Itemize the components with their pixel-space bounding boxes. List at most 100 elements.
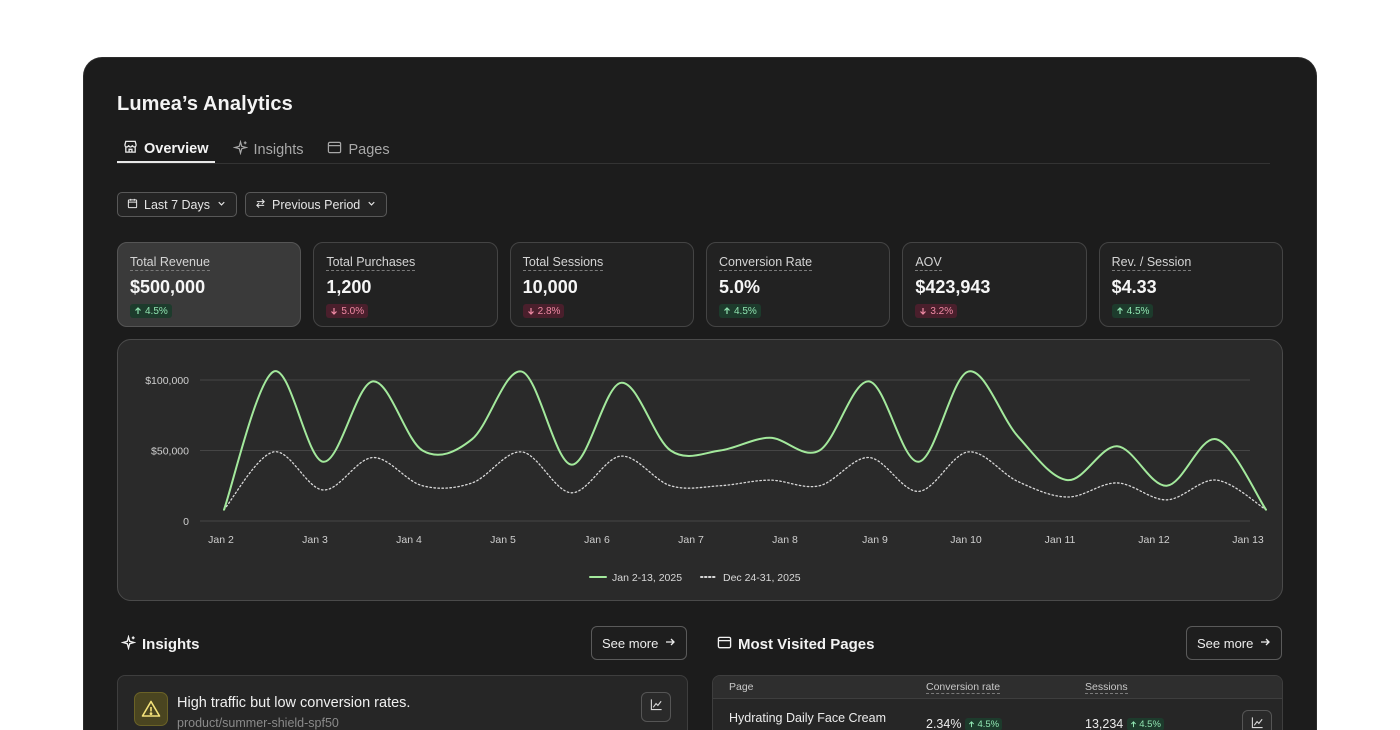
see-more-label: See more <box>1197 635 1254 651</box>
change-badge-value: 4.5% <box>145 305 168 317</box>
x-tick-label: Jan 7 <box>678 534 704 546</box>
column-header-conversion-rate: Conversion rate <box>926 681 1001 694</box>
kpi-label: Total Sessions <box>522 255 604 271</box>
tab-bar: Overview Insights Pages <box>117 136 1270 164</box>
conversion-rate-cell: 2.34% 4.5% <box>926 717 1003 730</box>
date-range-label: Last 7 Days <box>144 197 211 212</box>
arrow-down-icon <box>330 307 338 315</box>
change-badge-value: 5.0% <box>341 305 365 317</box>
change-badge-value: 3.2% <box>930 305 954 317</box>
pages-see-more-button[interactable]: See more <box>1186 626 1283 660</box>
tab-overview[interactable]: Overview <box>117 136 215 163</box>
legend-label: Jan 2-13, 2025 <box>612 572 682 584</box>
tab-pages[interactable]: Pages <box>321 136 395 163</box>
x-tick-label: Jan 12 <box>1138 534 1170 546</box>
kpi-label: Total Purchases <box>326 255 416 271</box>
column-header-sessions: Sessions <box>1085 681 1128 694</box>
kpi-row: Total Revenue $500,000 4.5% Total Purchases… <box>117 242 1283 327</box>
y-tick-label: $50,000 <box>151 446 189 458</box>
line-chart: $100,000 $50,000 0 Jan 2 Jan 3 Jan 4 Jan 5 Jan … <box>145 370 1267 584</box>
tab-overview-label: Overview <box>144 140 209 157</box>
kpi-card[interactable]: Total Purchases 1,200 5.0% <box>313 242 498 327</box>
change-badge-value: 4.5% <box>977 719 1000 730</box>
warning-icon <box>134 692 168 726</box>
arrow-right-icon <box>1259 636 1271 651</box>
arrow-down-icon <box>919 307 927 315</box>
browser-window-icon <box>717 635 732 654</box>
x-tick-label: Jan 10 <box>950 534 982 546</box>
change-badge-value: 4.5% <box>1126 305 1150 317</box>
change-badge: 5.0% <box>326 304 369 318</box>
compare-period-label: Previous Period <box>272 197 361 212</box>
insight-card[interactable]: High traffic but low conversion rates. p… <box>117 675 688 730</box>
arrow-right-icon <box>664 636 676 651</box>
line-chart-icon <box>650 698 663 716</box>
conversion-rate-value: 2.34% <box>926 717 962 730</box>
y-tick-label: 0 <box>183 516 189 528</box>
app-title: Lumea’s Analytics <box>117 93 293 115</box>
kpi-label: Conversion Rate <box>718 255 813 271</box>
change-badge-value: 2.8% <box>537 305 561 317</box>
change-badge: 4.5% <box>1111 304 1154 318</box>
arrow-down-icon <box>527 307 535 315</box>
change-badge: 4.5% <box>130 304 172 318</box>
kpi-label: AOV <box>915 255 942 271</box>
series-line <box>223 451 1267 511</box>
column-header-page: Page <box>729 681 754 693</box>
sessions-value: 13,234 <box>1085 717 1124 730</box>
y-tick-label: $100,000 <box>145 375 189 387</box>
insight-page-path: product/summer-shield-spf50 <box>177 716 339 730</box>
x-tick-label: Jan 11 <box>1045 534 1076 546</box>
view-chart-button[interactable] <box>641 692 671 722</box>
kpi-label: Rev. / Session <box>1111 255 1192 271</box>
calendar-icon <box>127 198 138 212</box>
line-chart-icon <box>1251 716 1264 730</box>
kpi-card[interactable]: Rev. / Session $4.33 4.5% <box>1098 242 1283 327</box>
insights-heading-label: Insights <box>142 636 200 653</box>
analytics-window: Lumea’s Analytics Overview Insights Page… <box>84 58 1316 730</box>
store-icon <box>123 139 138 158</box>
x-tick-label: Jan 9 <box>862 534 888 546</box>
compare-period-dropdown[interactable]: Previous Period <box>245 192 388 217</box>
change-badge: 3.2% <box>915 304 958 318</box>
arrow-up-icon <box>723 307 731 315</box>
filter-bar: Last 7 Days Previous Period <box>117 192 388 217</box>
kpi-card[interactable]: Total Revenue $500,000 4.5% <box>117 242 302 327</box>
date-range-dropdown[interactable]: Last 7 Days <box>117 192 238 217</box>
kpi-value: $500,000 <box>130 277 206 297</box>
page-name-cell: Hydrating Daily Face Cream <box>729 711 886 725</box>
kpi-value: $4.33 <box>1111 277 1157 297</box>
kpi-label: Total Revenue <box>130 255 210 271</box>
kpi-card[interactable]: Total Sessions 10,000 2.8% <box>509 242 694 327</box>
insight-title: High traffic but low conversion rates. <box>177 695 411 711</box>
kpi-card[interactable]: Conversion Rate 5.0% 4.5% <box>705 242 891 327</box>
series-line <box>223 370 1267 511</box>
chevron-down-icon <box>216 198 227 212</box>
kpi-value: 1,200 <box>326 277 372 297</box>
x-tick-label: Jan 3 <box>302 534 328 546</box>
x-tick-label: Jan 5 <box>490 534 516 546</box>
insights-see-more-button[interactable]: See more <box>591 626 688 660</box>
tab-insights-label: Insights <box>253 141 304 158</box>
x-tick-label: Jan 13 <box>1232 534 1264 546</box>
x-tick-label: Jan 8 <box>772 534 798 546</box>
kpi-value: $423,943 <box>915 277 991 297</box>
browser-window-icon <box>327 140 342 159</box>
table-header: Page Conversion rate Sessions <box>713 676 1282 699</box>
sessions-cell: 13,234 4.5% <box>1085 717 1164 730</box>
most-visited-pages-label: Most Visited Pages <box>738 636 875 653</box>
tab-insights[interactable]: Insights <box>227 136 310 163</box>
view-chart-button[interactable] <box>1242 710 1272 730</box>
arrow-up-icon <box>134 307 142 315</box>
legend-label: Dec 24-31, 2025 <box>723 572 801 584</box>
see-more-label: See more <box>602 635 659 651</box>
kpi-value: 10,000 <box>522 277 578 297</box>
swap-arrows-icon <box>255 198 266 212</box>
insights-heading: Insights <box>120 634 200 654</box>
revenue-chart: $100,000 $50,000 0 Jan 2 Jan 3 Jan 4 Jan 5 Jan … <box>117 339 1283 601</box>
x-tick-label: Jan 4 <box>396 534 422 546</box>
most-visited-pages-table: Page Conversion rate Sessions Hydrating … <box>712 675 1283 730</box>
tab-pages-label: Pages <box>348 141 390 158</box>
kpi-card[interactable]: AOV $423,943 3.2% <box>902 242 1087 327</box>
change-badge: 4.5% <box>965 718 1003 730</box>
